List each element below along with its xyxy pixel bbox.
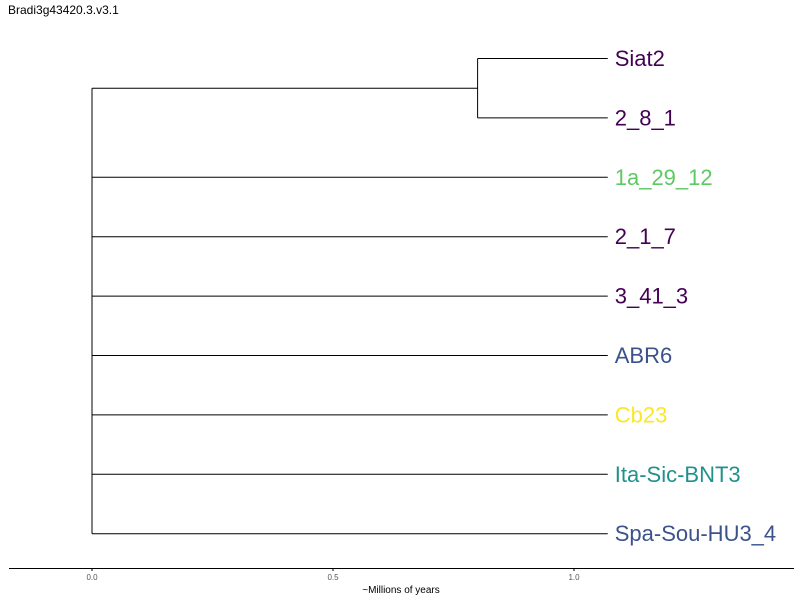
time-axis: 0.0 0.5 1.0 ~Millions of years bbox=[9, 568, 794, 596]
axis-tick-label: 1.0 bbox=[568, 573, 580, 582]
leaf-label-3_41_3: 3_41_3 bbox=[615, 284, 688, 309]
axis-ticks: 0.0 0.5 1.0 bbox=[86, 568, 580, 582]
leaf-label-2_8_1: 2_8_1 bbox=[615, 105, 676, 130]
leaf-labels: Siat2 2_8_1 1a_29_12 2_1_7 3_41_3 ABR6 Cb23 Ita… bbox=[615, 46, 776, 546]
tree-branches bbox=[91, 58, 608, 535]
leaf-label-Spa-Sou-HU3_4: Spa-Sou-HU3_4 bbox=[615, 521, 776, 546]
axis-tick-label: 0.0 bbox=[86, 573, 98, 582]
leaf-label-Cb23: Cb23 bbox=[615, 402, 668, 427]
axis-tick-label: 0.5 bbox=[327, 573, 339, 582]
leaf-label-Ita-Sic-BNT3: Ita-Sic-BNT3 bbox=[615, 462, 741, 487]
chart-title: Bradi3g43420.3.v3.1 bbox=[8, 3, 119, 17]
leaf-label-ABR6: ABR6 bbox=[615, 343, 672, 368]
axis-title: ~Millions of years bbox=[362, 585, 440, 596]
leaf-label-1a_29_12: 1a_29_12 bbox=[615, 165, 713, 190]
leaf-label-2_1_7: 2_1_7 bbox=[615, 224, 676, 249]
leaf-label-Siat2: Siat2 bbox=[615, 46, 665, 71]
